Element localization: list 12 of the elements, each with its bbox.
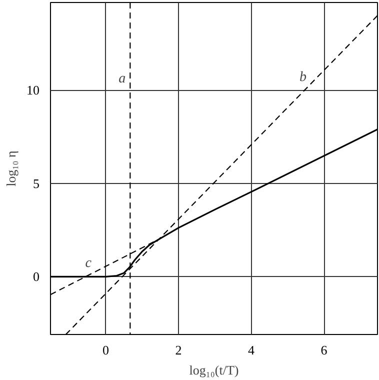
x-tick-label: 6 bbox=[320, 342, 328, 358]
ref-line-label: a bbox=[118, 71, 126, 86]
y-tick-label: 5 bbox=[33, 176, 40, 191]
y-tick-label: 10 bbox=[26, 82, 40, 98]
x-tick-label: 0 bbox=[102, 342, 110, 358]
x-tick-label: 4 bbox=[248, 342, 256, 358]
x-tick-label: 2 bbox=[175, 342, 182, 358]
series-label: b bbox=[300, 70, 307, 85]
y-tick-label: 0 bbox=[33, 269, 40, 284]
series-label: c bbox=[85, 256, 92, 271]
x-axis-title: log₁₀(t/T) bbox=[189, 362, 239, 378]
y-axis-title: log₁₀ η bbox=[4, 150, 18, 186]
